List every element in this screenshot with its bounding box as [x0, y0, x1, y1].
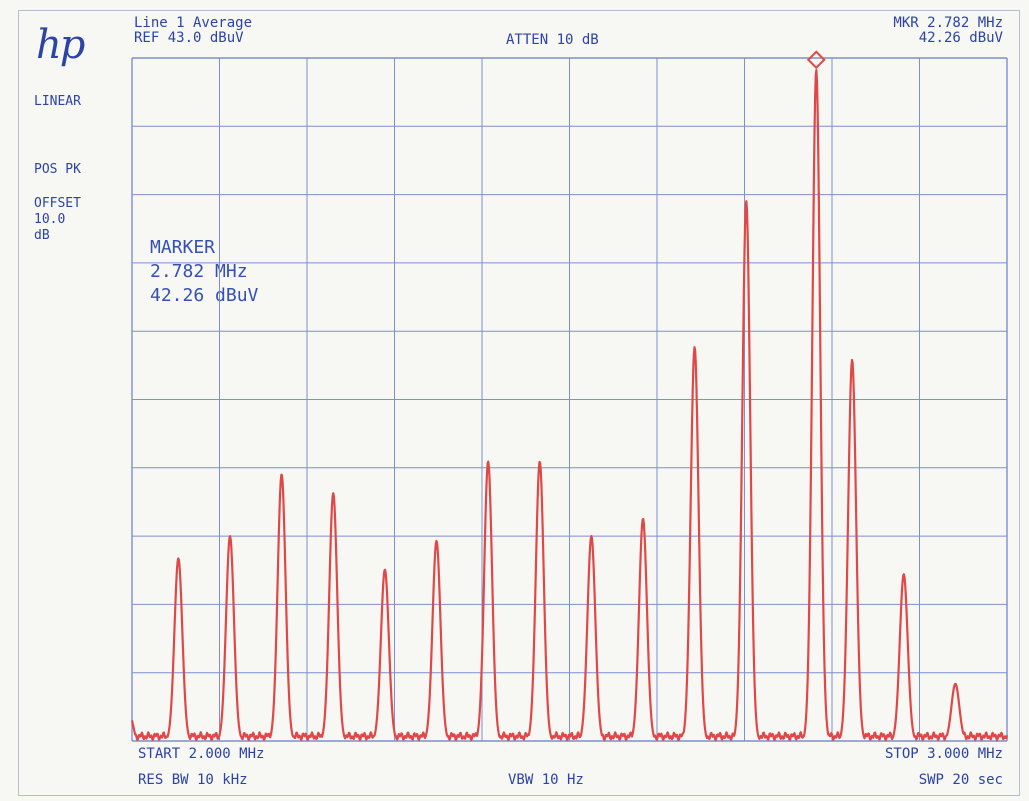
display-frame	[18, 10, 1020, 796]
scale-label: LINEAR	[34, 94, 81, 109]
marker-freq-readout: MKR 2.782 MHz	[893, 15, 1003, 31]
graticule	[131, 57, 1008, 742]
ref-level-label: REF 43.0 dBuV	[134, 30, 244, 46]
trace-mode-label: Line 1 Average	[134, 15, 253, 31]
stop-freq-label: STOP 3.000 MHz	[884, 746, 1003, 762]
detector-label: POS PK	[34, 162, 81, 177]
marker-freq: 2.782 MHz	[150, 261, 248, 282]
offset-unit: dB	[34, 228, 50, 243]
spectrum-trace	[130, 68, 1009, 742]
marker-title: MARKER	[150, 237, 216, 258]
offset-label: OFFSET	[34, 196, 81, 211]
res-bw-label: RES BW 10 kHz	[138, 772, 248, 788]
offset-value: 10.0	[34, 212, 66, 227]
sweep-time-label: SWP 20 sec	[918, 772, 1003, 788]
atten-label: ATTEN 10 dB	[506, 32, 599, 48]
start-freq-label: START 2.000 MHz	[138, 746, 265, 762]
vbw-label: VBW 10 Hz	[508, 772, 584, 788]
marker-amp-readout: 42.26 dBuV	[918, 30, 1003, 46]
hp-logo: hp	[36, 22, 85, 68]
marker-annotation: MARKER 2.782 MHz 42.26 dBuV	[150, 236, 258, 308]
marker-amp: 42.26 dBuV	[150, 285, 259, 306]
marker-diamond	[806, 50, 826, 70]
